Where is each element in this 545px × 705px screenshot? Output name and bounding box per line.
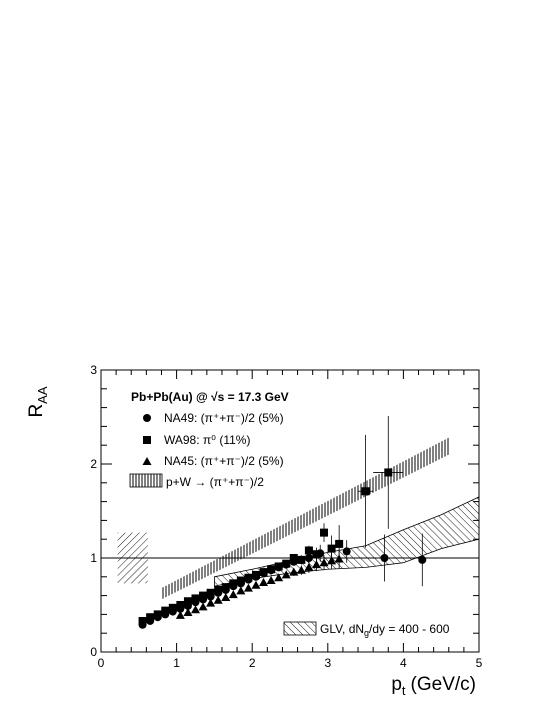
point-wa98 [259, 568, 268, 577]
plot-frame [100, 369, 480, 653]
legend-label-na49: NA49: (π⁺+π⁻)/2 (5%) [164, 411, 284, 425]
point-wa98 [138, 616, 147, 625]
plot-border [100, 369, 480, 653]
point-na45 [221, 592, 231, 601]
point-wa98 [304, 546, 313, 555]
point-na45 [334, 554, 344, 563]
point-wa98 [199, 591, 208, 600]
point-wa98 [384, 468, 393, 477]
legend-swatch-glv [283, 621, 317, 636]
legend-label-wa98: WA98: π⁰ (11%) [164, 433, 250, 447]
legend-title: Pb+Pb(Au) @ √s = 17.3 GeV [131, 390, 289, 404]
point-wa98 [289, 554, 298, 562]
legend-marker-wa98 [143, 436, 151, 444]
point-na45 [296, 565, 306, 574]
point-na45 [183, 608, 193, 617]
point-na45 [236, 586, 246, 595]
y-tick-label: 1 [90, 551, 97, 565]
point-na45 [327, 556, 337, 565]
points-layer [138, 416, 427, 629]
x-tick-label: 2 [249, 656, 256, 670]
legend-label-pw: p+W → (π⁺+π⁻)/2 [166, 475, 264, 489]
y-tick-label: 2 [90, 457, 97, 471]
point-wa98 [214, 585, 223, 594]
point-na49 [342, 547, 351, 556]
point-na45 [289, 567, 299, 576]
legend-label-na45: NA45: (π⁺+π⁻)/2 (5%) [164, 454, 284, 468]
point-na49 [304, 554, 313, 562]
point-na45 [319, 558, 329, 567]
point-wa98 [251, 570, 260, 579]
point-na49 [380, 554, 389, 562]
point-wa98 [320, 528, 329, 537]
legend-swatch-pw [129, 473, 163, 488]
legend: Pb+Pb(Au) @ √s = 17.3 GeV NA49: (π⁺+π⁻)/… [129, 390, 450, 638]
point-na45 [228, 590, 238, 599]
point-wa98 [297, 555, 306, 564]
x-tick-label: 4 [400, 656, 407, 670]
point-na45 [243, 583, 253, 592]
point-na45 [311, 560, 321, 569]
point-na45 [304, 562, 314, 571]
point-na45 [198, 602, 208, 611]
point-wa98 [327, 544, 336, 553]
point-wa98 [282, 559, 291, 568]
y-axis-title: RAA [26, 386, 50, 417]
point-wa98 [153, 610, 162, 619]
x-tick-label: 5 [476, 656, 483, 670]
axis-ticks: 0 1 2 3 4 5 0 1 2 3 [90, 363, 482, 670]
point-wa98 [361, 487, 370, 496]
point-na45 [266, 576, 276, 585]
legend-marker-na49 [143, 414, 151, 422]
point-na49 [418, 555, 427, 564]
y-tick-label: 3 [90, 363, 97, 377]
point-wa98 [229, 579, 238, 588]
point-wa98 [206, 588, 215, 597]
point-na45 [206, 598, 216, 607]
point-na45 [274, 573, 284, 582]
y-tick-label: 0 [90, 645, 97, 659]
band-0 [161, 437, 449, 600]
point-wa98 [221, 583, 230, 592]
point-wa98 [244, 573, 253, 582]
point-wa98 [183, 597, 192, 606]
point-wa98 [176, 601, 185, 609]
x-axis-title: pt (GeV/c) [391, 674, 476, 698]
point-wa98 [168, 603, 177, 612]
legend-label-glv: GLV, dNg/dy = 400 - 600 [320, 622, 450, 638]
x-tick-label: 3 [324, 656, 331, 670]
point-na45 [191, 605, 200, 614]
point-wa98 [267, 565, 276, 574]
point-na45 [259, 577, 269, 586]
point-wa98 [274, 562, 283, 571]
point-na45 [213, 595, 223, 604]
point-na45 [175, 610, 185, 619]
point-na45 [281, 570, 291, 579]
point-wa98 [236, 576, 245, 585]
point-wa98 [335, 539, 344, 548]
point-wa98 [161, 606, 170, 615]
point-wa98 [146, 613, 155, 622]
x-tick-label: 0 [98, 656, 105, 670]
x-tick-label: 1 [173, 656, 180, 670]
point-na45 [251, 580, 261, 589]
point-wa98 [312, 550, 321, 559]
point-wa98 [191, 594, 200, 603]
legend-marker-na45 [142, 457, 152, 465]
